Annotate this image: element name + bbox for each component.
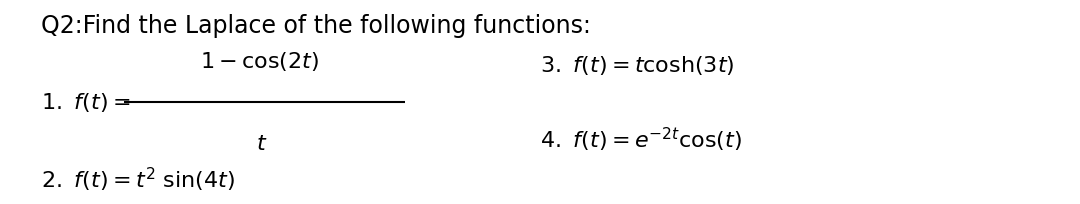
- Text: Q2:Find the Laplace of the following functions:: Q2:Find the Laplace of the following fun…: [41, 14, 591, 38]
- Text: $2.\ f(t) = t^2\ \sin(4t)$: $2.\ f(t) = t^2\ \sin(4t)$: [41, 165, 235, 194]
- Text: $3.\ f(t) = t\cosh(3t)$: $3.\ f(t) = t\cosh(3t)$: [540, 54, 734, 77]
- Text: $t$: $t$: [256, 133, 268, 153]
- Text: $1 - \cos(2t)$: $1 - \cos(2t)$: [200, 50, 319, 73]
- Text: $4.\ f(t) = e^{-2t}\cos(t)$: $4.\ f(t) = e^{-2t}\cos(t)$: [540, 125, 742, 153]
- Text: $1.\ f(t) =$: $1.\ f(t) =$: [41, 91, 131, 113]
